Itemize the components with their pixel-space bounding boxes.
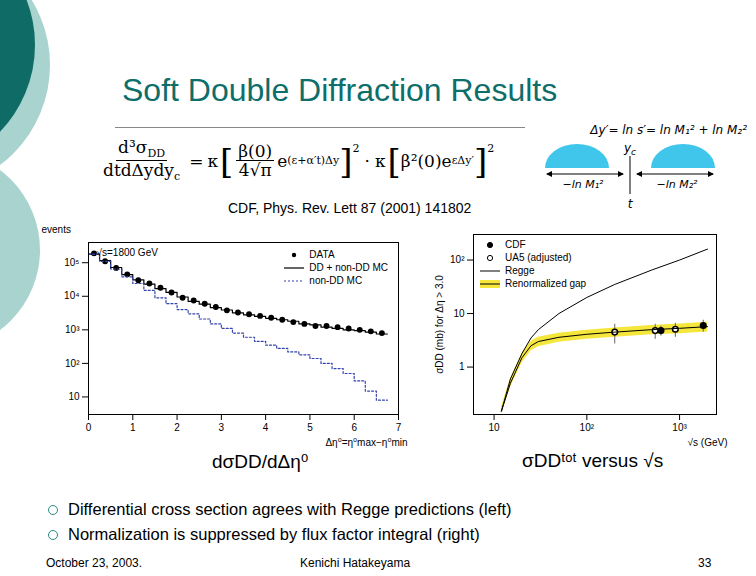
svg-text:10: 10 bbox=[68, 391, 80, 402]
html-text:Differential cross section agr: Differential cross section agrees with R… bbox=[68, 500, 512, 518]
html-text:DATA: DATA bbox=[309, 249, 335, 260]
html-text:CDF: CDF bbox=[505, 239, 526, 250]
html-text:2: 2 bbox=[487, 142, 495, 155]
html-text:non-DD MC: non-DD MC bbox=[309, 275, 363, 286]
svg-text:2: 2 bbox=[174, 422, 180, 433]
svg-text:10: 10 bbox=[453, 308, 465, 319]
html-text:= κ[β(0): = κ[β(0) bbox=[189, 140, 273, 181]
svg-text:√s=1800 GeV: √s=1800 GeV bbox=[97, 247, 159, 258]
svg-text:−ln M₁²: −ln M₁² bbox=[562, 178, 604, 191]
html-text:Renormalized gap: Renormalized gap bbox=[505, 278, 587, 289]
html-text:Kenichi Hatakeyama: Kenichi Hatakeyama bbox=[300, 556, 411, 570]
html-text:CDF, Phys. Rev. Lett 87 (2001): CDF, Phys. Rev. Lett 87 (2001) 141802 bbox=[228, 200, 472, 216]
svg-text:3: 3 bbox=[219, 422, 225, 433]
html-text:4√π e(ε+α′t)Δy: 4√π e(ε+α′t)Δy bbox=[238, 151, 340, 181]
html-text:33: 33 bbox=[698, 556, 712, 570]
html-text:UA5 (adjusted): UA5 (adjusted) bbox=[505, 252, 572, 263]
html-text:Soft Double Diffraction Result: Soft Double Diffraction Results bbox=[122, 72, 558, 108]
html-text:σDDᵗᵒᵗ versus √s: σDDᵗᵒᵗ versus √s bbox=[522, 450, 664, 471]
svg-text:10: 10 bbox=[489, 422, 501, 433]
svg-text:10³: 10³ bbox=[672, 422, 687, 433]
svg-text:10⁵: 10⁵ bbox=[64, 257, 79, 268]
svg-text:t: t bbox=[628, 197, 634, 211]
svg-text:10²: 10² bbox=[450, 254, 465, 265]
svg-text:6: 6 bbox=[351, 422, 357, 433]
svg-text:Δη⁰=η⁰max−η⁰min: Δη⁰=η⁰max−η⁰min bbox=[325, 437, 407, 448]
svg-text:10³: 10³ bbox=[65, 324, 80, 335]
html-text:· κ[β²(0) eεΔy′: · κ[β²(0) eεΔy′ bbox=[364, 141, 474, 181]
svg-text:−ln M₂²: −ln M₂² bbox=[656, 178, 698, 191]
html-text:dσDD/dΔη⁰: dσDD/dΔη⁰ bbox=[212, 451, 309, 472]
svg-text:1: 1 bbox=[459, 361, 465, 372]
html-text:October 23, 2003.: October 23, 2003. bbox=[46, 556, 143, 570]
svg-text:10²: 10² bbox=[65, 358, 80, 369]
svg-text:0: 0 bbox=[86, 422, 92, 433]
svg-text:10⁴: 10⁴ bbox=[64, 290, 79, 301]
svg-text:4: 4 bbox=[263, 422, 269, 433]
svg-text:yc: yc bbox=[623, 141, 636, 157]
svg-text:√s (GeV): √s (GeV) bbox=[688, 437, 728, 448]
svg-text:5: 5 bbox=[307, 422, 313, 433]
html-text:Normalization is suppressed by: Normalization is suppressed by flux fact… bbox=[68, 525, 480, 543]
svg-text:7: 7 bbox=[396, 422, 402, 433]
svg-text:10²: 10² bbox=[580, 422, 595, 433]
svg-text:Δy′= ln s′= ln M₁² + ln M₂²: Δy′= ln s′= ln M₁² + ln M₂² bbox=[589, 123, 747, 137]
html-text:dtdΔydyc: dtdΔydyc bbox=[103, 160, 181, 184]
html-text:Regge: Regge bbox=[505, 265, 535, 276]
html-text:d³σDD: d³σDD bbox=[118, 137, 165, 161]
html-text:2: 2 bbox=[352, 142, 360, 155]
svg-text:events: events bbox=[42, 224, 71, 235]
svg-text:1: 1 bbox=[130, 422, 136, 433]
svg-text:σDD (mb) for Δη > 3.0: σDD (mb) for Δη > 3.0 bbox=[434, 275, 445, 374]
html-text:DD + non-DD MC: DD + non-DD MC bbox=[309, 262, 388, 273]
